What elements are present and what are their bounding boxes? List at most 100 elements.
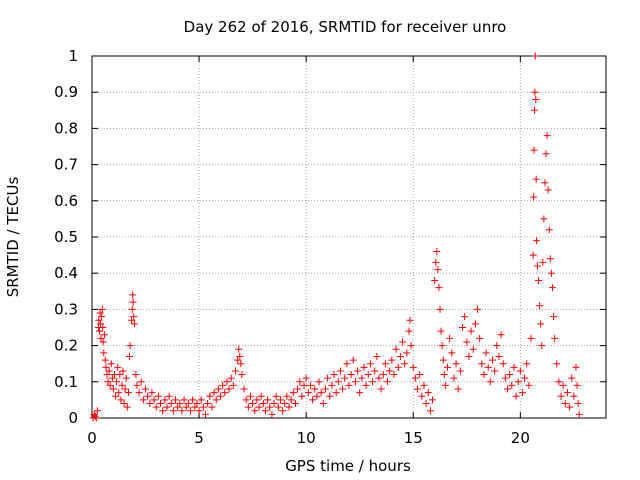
data-point — [532, 175, 540, 183]
data-point — [541, 179, 549, 187]
data-point — [530, 106, 538, 114]
data-point — [187, 407, 195, 415]
y-axis-label: SRMTID / TECUs — [4, 177, 22, 298]
data-point — [523, 360, 531, 368]
data-point — [501, 374, 509, 382]
data-point — [148, 389, 156, 397]
data-point — [450, 374, 458, 382]
data-point — [536, 302, 544, 310]
data-point — [573, 381, 581, 389]
y-tick-label: 0.2 — [54, 337, 78, 355]
data-point — [99, 338, 107, 346]
data-point — [432, 258, 440, 266]
data-point — [309, 396, 317, 404]
data-point — [246, 392, 254, 400]
data-point — [531, 88, 539, 96]
data-point — [159, 407, 167, 415]
data-point — [339, 385, 347, 393]
data-point — [540, 215, 548, 223]
data-point — [125, 352, 133, 360]
data-point — [431, 276, 439, 284]
y-tick-label: 0.1 — [54, 373, 78, 391]
chart-title: Day 262 of 2016, SRMTID for receiver unr… — [184, 18, 507, 36]
data-point — [418, 392, 426, 400]
data-point — [553, 360, 561, 368]
data-point — [122, 374, 130, 382]
data-point — [463, 338, 471, 346]
data-point — [409, 363, 417, 371]
data-point — [210, 389, 218, 397]
data-point — [306, 381, 314, 389]
data-point — [182, 403, 190, 411]
data-point — [129, 291, 137, 299]
data-point — [287, 396, 295, 404]
data-point — [225, 385, 233, 393]
data-point — [274, 403, 282, 411]
data-point — [91, 412, 99, 420]
data-point — [124, 389, 132, 397]
data-point — [97, 334, 105, 342]
data-point — [264, 396, 272, 404]
data-point — [547, 269, 555, 277]
data-point — [298, 392, 306, 400]
x-tick-label: 20 — [511, 429, 530, 447]
data-point — [237, 360, 245, 368]
data-point — [154, 392, 162, 400]
data-point — [396, 352, 404, 360]
data-point — [255, 403, 263, 411]
data-point — [574, 400, 582, 408]
y-tick-label: 0.7 — [54, 156, 78, 174]
y-tick-label: 0.5 — [54, 228, 78, 246]
data-point — [132, 371, 140, 379]
data-point — [551, 334, 559, 342]
data-point — [532, 95, 540, 103]
data-point — [437, 327, 445, 335]
data-point — [176, 400, 184, 408]
x-tick-label: 15 — [404, 429, 423, 447]
data-point — [356, 389, 364, 397]
data-point — [332, 389, 340, 397]
data-point — [403, 349, 411, 357]
data-point — [499, 360, 507, 368]
data-point — [546, 255, 554, 263]
data-point — [214, 385, 222, 393]
data-point — [229, 381, 237, 389]
data-point — [276, 396, 284, 404]
data-point — [93, 407, 101, 415]
data-point — [506, 371, 514, 379]
data-point — [439, 356, 447, 364]
data-point — [195, 407, 203, 415]
data-point — [525, 381, 533, 389]
data-point — [103, 371, 111, 379]
data-point — [244, 403, 252, 411]
data-point — [223, 378, 231, 386]
data-point — [568, 374, 576, 382]
data-point — [157, 400, 165, 408]
data-point — [548, 284, 556, 292]
data-point — [257, 392, 265, 400]
data-point — [279, 407, 287, 415]
data-point — [386, 367, 394, 375]
data-point — [178, 407, 186, 415]
data-point — [135, 389, 143, 397]
data-point — [172, 396, 180, 404]
data-point — [219, 381, 227, 389]
data-point — [446, 334, 454, 342]
data-point — [139, 396, 147, 404]
data-point — [454, 385, 462, 393]
data-point — [161, 396, 169, 404]
data-point — [480, 371, 488, 379]
data-point — [289, 389, 297, 397]
data-point — [108, 374, 116, 382]
data-point — [321, 385, 329, 393]
data-point — [120, 400, 128, 408]
data-point — [102, 363, 110, 371]
data-point — [535, 276, 543, 284]
data-point — [422, 400, 430, 408]
data-point — [521, 374, 529, 382]
data-point — [364, 371, 372, 379]
data-point — [133, 381, 141, 389]
data-point — [529, 251, 537, 259]
data-point — [416, 371, 424, 379]
data-point — [469, 345, 477, 353]
